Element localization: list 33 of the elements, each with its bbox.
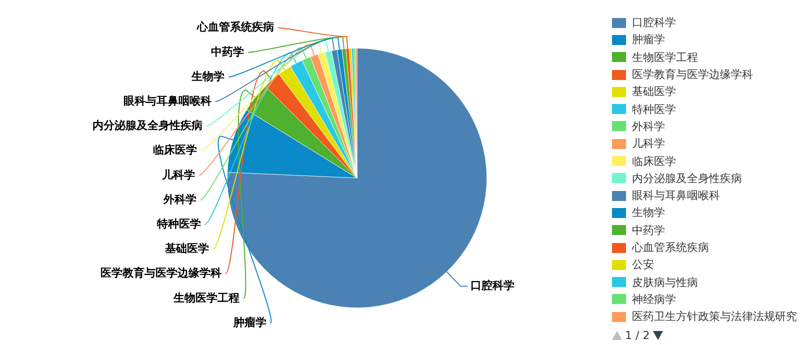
text: 1 / 2 [625, 329, 650, 342]
slice-label: 口腔科学 [470, 279, 515, 292]
legend-label: 医学教育与医学边缘学科 [632, 67, 753, 82]
legend-label: 医药卫生方针政策与法律法规研究 [632, 309, 797, 324]
legend-label: 生物学 [632, 205, 665, 220]
legend-label: 外科学 [632, 118, 665, 134]
legend-label: 口腔科学 [632, 15, 676, 30]
slice-label: 基础医学 [164, 242, 210, 256]
slice-label: 特种医学 [156, 217, 201, 230]
legend-label: 肿瘤学 [632, 32, 665, 48]
slice-label: 心血管系统疾病 [196, 20, 274, 34]
legend-label: 特种医学 [632, 102, 676, 117]
legend-label: 皮肤病与性病 [632, 274, 698, 290]
slice-label: 眼科与耳鼻咽喉科 [123, 94, 212, 108]
slice-label: 内分泌腺及全身性疾病 [92, 119, 202, 132]
slice-label: 生物学 [190, 70, 225, 83]
slice-label: 临床医学 [152, 144, 197, 157]
legend-label: 中药学 [632, 222, 665, 238]
slice-label: 外科学 [162, 192, 196, 206]
slice-label: 医学教育与医学边缘学科 [100, 266, 222, 280]
legend-label: 儿科学 [632, 136, 665, 152]
legend-label: 生物医学工程 [632, 50, 698, 65]
legend-label: 基础医学 [632, 84, 676, 100]
legend-label: 内分泌腺及全身性疾病 [632, 170, 742, 186]
legend-label: 公安 [632, 257, 654, 272]
slice-label: 生物医学工程 [172, 291, 240, 304]
slice-label: 肿瘤学 [232, 316, 266, 329]
legend-label: 眼科与耳鼻咽喉科 [632, 188, 720, 204]
slice-label: 儿科学 [161, 168, 196, 182]
legend-label: 心血管系统疾病 [632, 240, 709, 255]
legend-label: 神经病学 [632, 292, 676, 307]
legend-label: 临床医学 [632, 154, 676, 169]
slice-label: 中药学 [211, 45, 244, 58]
